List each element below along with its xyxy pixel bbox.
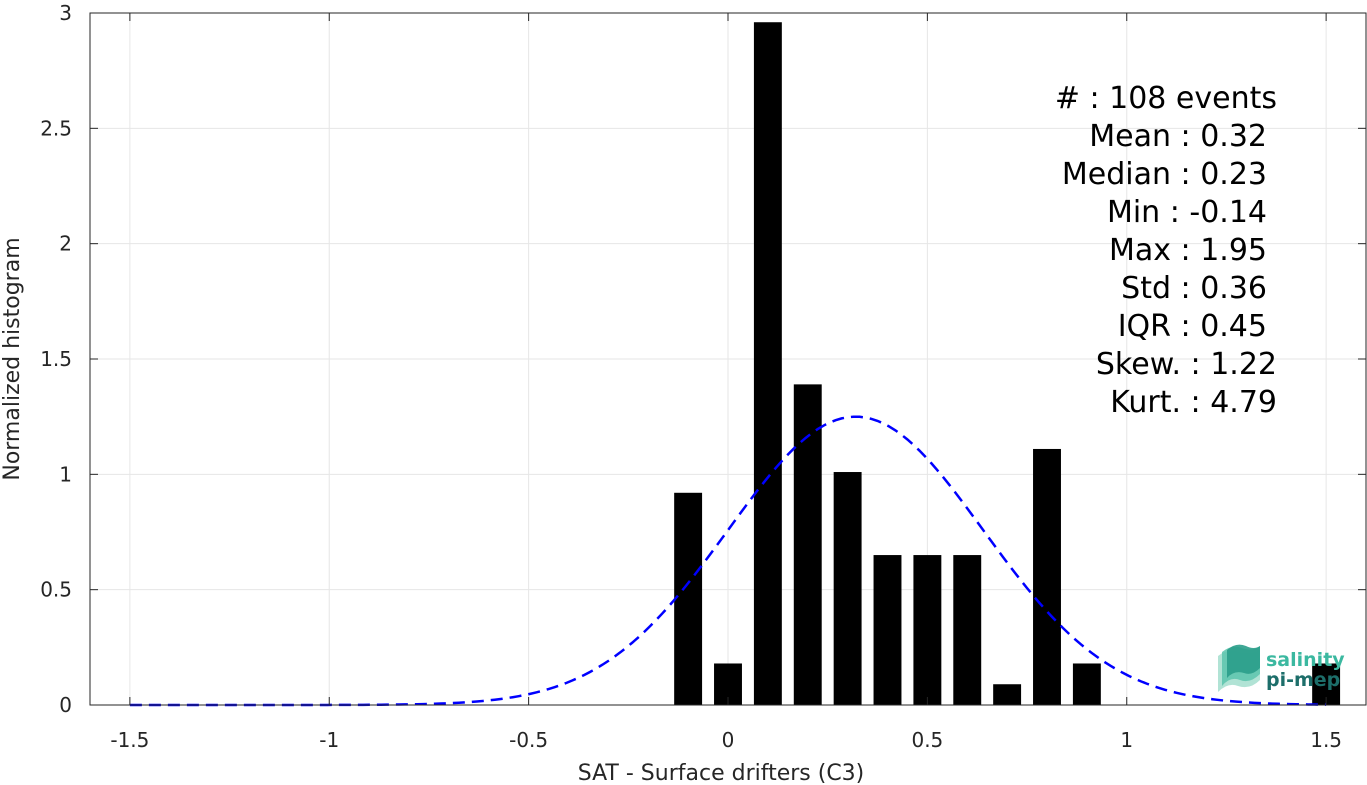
stat-mean: Mean : 0.32	[1089, 119, 1267, 154]
x-tick-label: 1.5	[1310, 728, 1342, 752]
histogram-bar	[833, 472, 862, 705]
x-tick-label: -0.5	[509, 728, 548, 752]
y-tick-label: 0.5	[40, 578, 72, 602]
histogram-bar	[753, 22, 782, 705]
statistics-annotation: # : 108 events Mean : 0.32 Median : 0.23…	[1055, 81, 1277, 420]
stat-kurt: Kurt. : 4.79	[1110, 385, 1277, 420]
x-tick-label: 0.5	[911, 728, 943, 752]
logo-waves-icon	[1218, 644, 1260, 692]
y-tick-label: 1	[59, 462, 72, 486]
histogram-bar	[913, 555, 942, 705]
histogram-bars	[674, 22, 1341, 705]
y-tick-label: 3	[59, 1, 72, 25]
x-tick-label: -1.5	[110, 728, 149, 752]
stat-std: Std : 0.36	[1121, 271, 1267, 306]
stat-max: Max : 1.95	[1109, 233, 1267, 268]
y-tick-label: 2.5	[40, 116, 72, 140]
histogram-bar	[1033, 448, 1061, 705]
logo-line2: pi-mep	[1266, 669, 1340, 691]
stat-skew: Skew. : 1.22	[1096, 347, 1277, 382]
x-tick-label: 0	[722, 728, 735, 752]
stat-iqr: IQR : 0.45	[1118, 309, 1267, 344]
logo-line1: salinity	[1266, 649, 1345, 671]
histogram-bar	[674, 492, 703, 705]
stat-min: Min : -0.14	[1107, 195, 1267, 230]
histogram-bar	[993, 684, 1022, 705]
salinity-pi-mep-logo: salinity pi-mep	[1218, 644, 1345, 692]
stat-median: Median : 0.23	[1062, 157, 1267, 192]
y-axis-label: Normalized histogram	[0, 237, 25, 480]
x-axis-label: SAT - Surface drifters (C3)	[578, 761, 865, 785]
histogram-bar	[953, 555, 982, 705]
histogram-bar	[873, 555, 902, 705]
histogram-bar	[793, 384, 822, 705]
histogram-bar	[1072, 663, 1101, 705]
y-tick-label: 1.5	[40, 347, 72, 371]
x-tick-label: 1	[1120, 728, 1133, 752]
x-tick-label: -1	[319, 728, 339, 752]
y-tick-label: 2	[59, 232, 72, 256]
x-axis-ticks: -1.5 -1 -0.5 0 0.5 1 1.5	[110, 13, 1342, 752]
y-tick-label: 0	[59, 693, 72, 717]
y-axis-ticks: 0 0.5 1 1.5 2 2.5 3	[40, 1, 1366, 717]
stat-events: # : 108 events	[1055, 81, 1277, 116]
